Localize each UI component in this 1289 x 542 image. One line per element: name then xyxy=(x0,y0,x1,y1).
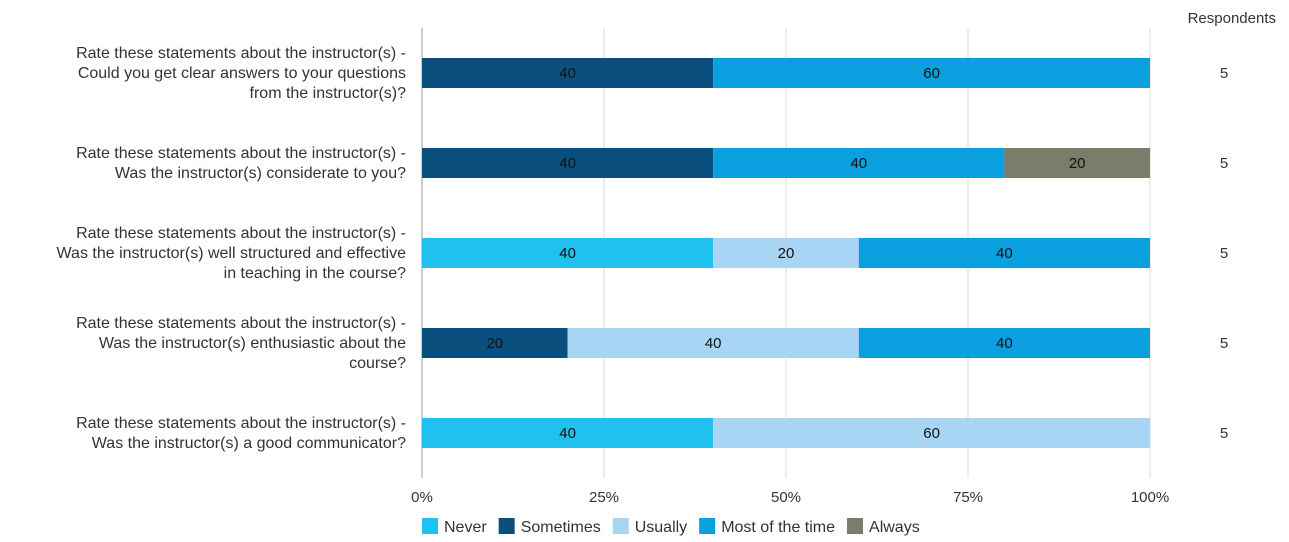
legend-swatch xyxy=(612,518,629,534)
bar-data-label: 20 xyxy=(1069,155,1086,172)
bar-data-label: 40 xyxy=(559,425,576,442)
category-label-line: Could you get clear answers to your ques… xyxy=(78,65,406,82)
category-label-line: Rate these statements about the instruct… xyxy=(76,225,406,242)
bar-segment-sometimes xyxy=(422,148,714,178)
bar-data-label: 40 xyxy=(559,65,576,82)
category-label: Rate these statements about the instruct… xyxy=(76,45,406,102)
legend-swatch xyxy=(498,518,515,534)
category-label-line: from the instructor(s)? xyxy=(250,85,407,102)
legend-swatch xyxy=(699,518,716,534)
x-tick-label: 50% xyxy=(771,489,801,506)
bar-segment-always xyxy=(1004,148,1150,178)
bar-data-label: 20 xyxy=(778,245,795,262)
category-label: Rate these statements about the instruct… xyxy=(76,315,406,372)
x-tick-label: 75% xyxy=(953,489,983,506)
category-label-line: Was the instructor(s) enthusiastic about… xyxy=(99,335,406,352)
x-tick-label: 0% xyxy=(411,489,433,506)
category-label-line: Was the instructor(s) considerate to you… xyxy=(115,165,406,182)
legend-swatch xyxy=(422,518,438,534)
bar-data-label: 40 xyxy=(705,335,722,352)
bar-segment-never xyxy=(422,418,714,448)
bar-data-label: 60 xyxy=(923,65,940,82)
x-tick-label: 100% xyxy=(1131,489,1169,506)
category-label-line: Was the instructor(s) a good communicato… xyxy=(92,435,406,452)
respondents-value: 5 xyxy=(1220,245,1228,262)
bar-data-label: 60 xyxy=(923,425,940,442)
bar-segment-never xyxy=(422,238,714,268)
legend-label: Usually xyxy=(635,519,687,536)
x-tick-label: 25% xyxy=(589,489,619,506)
category-label-line: Rate these statements about the instruct… xyxy=(76,415,406,432)
respondents-header: Respondents xyxy=(1188,10,1276,27)
category-label-line: Rate these statements about the instruct… xyxy=(76,145,406,162)
legend-label: Always xyxy=(869,519,920,536)
legend-label: Never xyxy=(444,519,487,536)
category-label: Rate these statements about the instruct… xyxy=(76,145,406,182)
category-label-line: Rate these statements about the instruct… xyxy=(76,315,406,332)
respondents-value: 5 xyxy=(1220,65,1228,82)
category-label-line: course? xyxy=(349,355,406,372)
bar-segment-usually xyxy=(713,238,859,268)
bar-data-label: 20 xyxy=(486,335,503,352)
bar-data-label: 40 xyxy=(996,245,1013,262)
category-label-line: Was the instructor(s) well structured an… xyxy=(57,245,407,262)
bar-segment-usually xyxy=(567,328,859,358)
respondents-value: 5 xyxy=(1220,425,1228,442)
bar-data-label: 40 xyxy=(559,155,576,172)
category-label: Rate these statements about the instruct… xyxy=(76,415,406,452)
category-label-line: in teaching in the course? xyxy=(224,265,406,282)
bar-segment-most-of-the-time xyxy=(858,238,1150,268)
bar-data-label: 40 xyxy=(850,155,867,172)
bar-data-label: 40 xyxy=(559,245,576,262)
category-label-line: Rate these statements about the instruct… xyxy=(76,45,406,62)
respondents-value: 5 xyxy=(1220,155,1228,172)
legend-swatch xyxy=(847,518,864,534)
legend-label: Most of the time xyxy=(721,519,835,536)
bar-segment-sometimes xyxy=(422,328,568,358)
respondents-value: 5 xyxy=(1220,335,1228,352)
category-label: Rate these statements about the instruct… xyxy=(57,225,407,282)
bar-segment-usually xyxy=(713,418,1150,448)
legend-label: Sometimes xyxy=(521,519,601,536)
bar-segment-most-of-the-time xyxy=(713,58,1150,88)
bar-segment-most-of-the-time xyxy=(713,148,1005,178)
bar-segment-most-of-the-time xyxy=(858,328,1150,358)
bar-data-label: 40 xyxy=(996,335,1013,352)
bar-segment-sometimes xyxy=(422,58,714,88)
